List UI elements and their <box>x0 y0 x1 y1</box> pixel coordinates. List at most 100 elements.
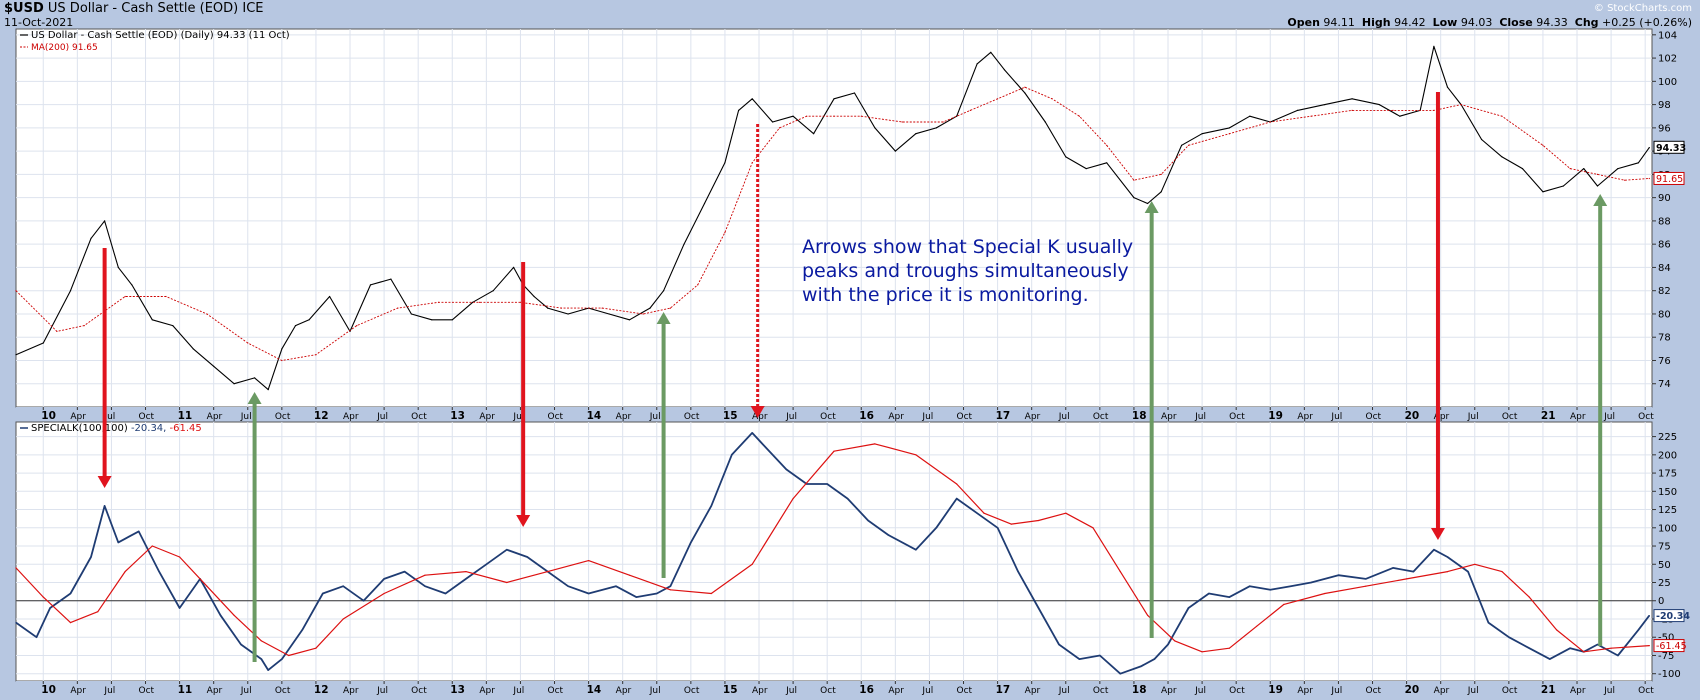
data-point <box>1024 86 1026 88</box>
data-point <box>49 607 51 609</box>
data-point <box>874 443 876 445</box>
x-tick-label: Jul <box>1194 412 1206 422</box>
data-point <box>1351 109 1353 111</box>
data-point <box>1624 179 1626 181</box>
chart-date: 11-Oct-2021 <box>4 16 74 29</box>
data-point <box>281 348 283 350</box>
x-tick-label: Apr <box>888 412 904 422</box>
data-point <box>90 556 92 558</box>
data-point <box>1228 647 1230 649</box>
y-tick-label: 175 <box>1658 469 1677 480</box>
x-tick-label: 16 <box>859 410 874 422</box>
data-point <box>1249 585 1251 587</box>
data-point <box>383 592 385 595</box>
x-tick-label: Jul <box>1603 686 1615 696</box>
brand-watermark: © StockCharts.com <box>1593 3 1692 14</box>
data-point <box>356 325 358 327</box>
legend-signal-value: -61.45 <box>170 423 202 434</box>
data-point <box>1569 647 1571 649</box>
data-point <box>1078 115 1080 117</box>
y-tick-label: 225 <box>1658 432 1677 443</box>
data-point <box>97 611 99 613</box>
data-point <box>1017 571 1019 573</box>
data-point <box>1610 647 1612 649</box>
data-point <box>1596 185 1599 187</box>
price-panel: 7476788082848688909294969810010210494.33… <box>15 28 1686 422</box>
data-point <box>765 446 767 449</box>
x-tick-label: Jul <box>1603 412 1615 422</box>
x-tick-label: Oct <box>957 412 973 422</box>
data-point <box>806 115 808 117</box>
data-point <box>1283 603 1285 606</box>
high-label: High <box>1361 16 1391 29</box>
data-point <box>83 325 85 327</box>
data-point <box>431 319 433 321</box>
data-point <box>608 313 610 315</box>
data-point <box>363 600 365 602</box>
data-point <box>383 578 385 580</box>
series-line-primary <box>15 432 1651 675</box>
data-point <box>588 560 590 562</box>
arrow-head <box>1593 194 1608 206</box>
x-tick-label: Oct <box>1366 412 1382 422</box>
data-point <box>1024 92 1026 94</box>
x-tick-label: Apr <box>70 412 86 422</box>
x-tick-label: Jul <box>649 412 661 422</box>
x-tick-label: Oct <box>1366 686 1382 696</box>
y-tick-label: 75 <box>1658 542 1671 553</box>
data-point <box>635 596 637 598</box>
data-point <box>444 592 447 595</box>
data-point <box>833 115 835 117</box>
data-point <box>329 295 331 298</box>
data-point <box>267 669 269 671</box>
x-tick-label: Oct <box>411 686 427 696</box>
x-tick-label: Apr <box>479 686 495 696</box>
data-point <box>1181 144 1183 146</box>
data-point <box>1528 596 1530 598</box>
annotation-line: Arrows show that Special K usually <box>802 236 1133 258</box>
x-tick-label: Oct <box>957 686 973 696</box>
x-tick-label: 10 <box>41 410 56 422</box>
x-tick-label: Oct <box>275 686 291 696</box>
data-point <box>588 592 590 595</box>
x-tick-label: 20 <box>1405 684 1420 696</box>
x-tick-label: Jul <box>1330 412 1342 422</box>
data-point <box>1648 177 1650 180</box>
x-tick-label: Jul <box>921 412 933 422</box>
data-point <box>192 348 194 350</box>
data-point <box>669 585 672 587</box>
y-tick-label: -75 <box>1658 651 1674 662</box>
x-tick-label: Apr <box>479 412 495 422</box>
x-tick-label: Jul <box>785 412 797 422</box>
arrow-head <box>516 515 531 527</box>
data-point <box>1365 578 1367 580</box>
data-point <box>915 133 917 135</box>
last-value-label: -61.45 <box>1656 641 1687 652</box>
y-tick-label: 25 <box>1658 578 1671 589</box>
data-point <box>172 325 174 327</box>
data-point <box>308 319 310 321</box>
data-point <box>1140 665 1142 668</box>
data-point <box>233 614 235 616</box>
plot-area <box>15 28 1653 408</box>
y-tick-label: 96 <box>1658 123 1671 134</box>
data-point <box>247 342 249 344</box>
data-point <box>301 629 303 631</box>
data-point <box>1228 133 1230 135</box>
data-point <box>1596 643 1599 646</box>
data-point <box>233 383 235 385</box>
data-point <box>1324 592 1326 595</box>
data-point <box>519 301 522 303</box>
green-arrow-2018 <box>1144 201 1159 638</box>
legend-ma: MA(200) 91.65 <box>31 43 98 53</box>
data-point <box>1446 556 1449 558</box>
data-point <box>778 127 781 129</box>
data-point <box>969 109 971 111</box>
y-tick-label: 84 <box>1658 263 1671 274</box>
data-point <box>697 284 699 286</box>
data-point <box>1562 185 1564 187</box>
y-tick-label: 125 <box>1658 505 1677 516</box>
x-tick-label: Apr <box>207 686 223 696</box>
data-point <box>1119 571 1121 573</box>
data-point <box>997 527 999 529</box>
